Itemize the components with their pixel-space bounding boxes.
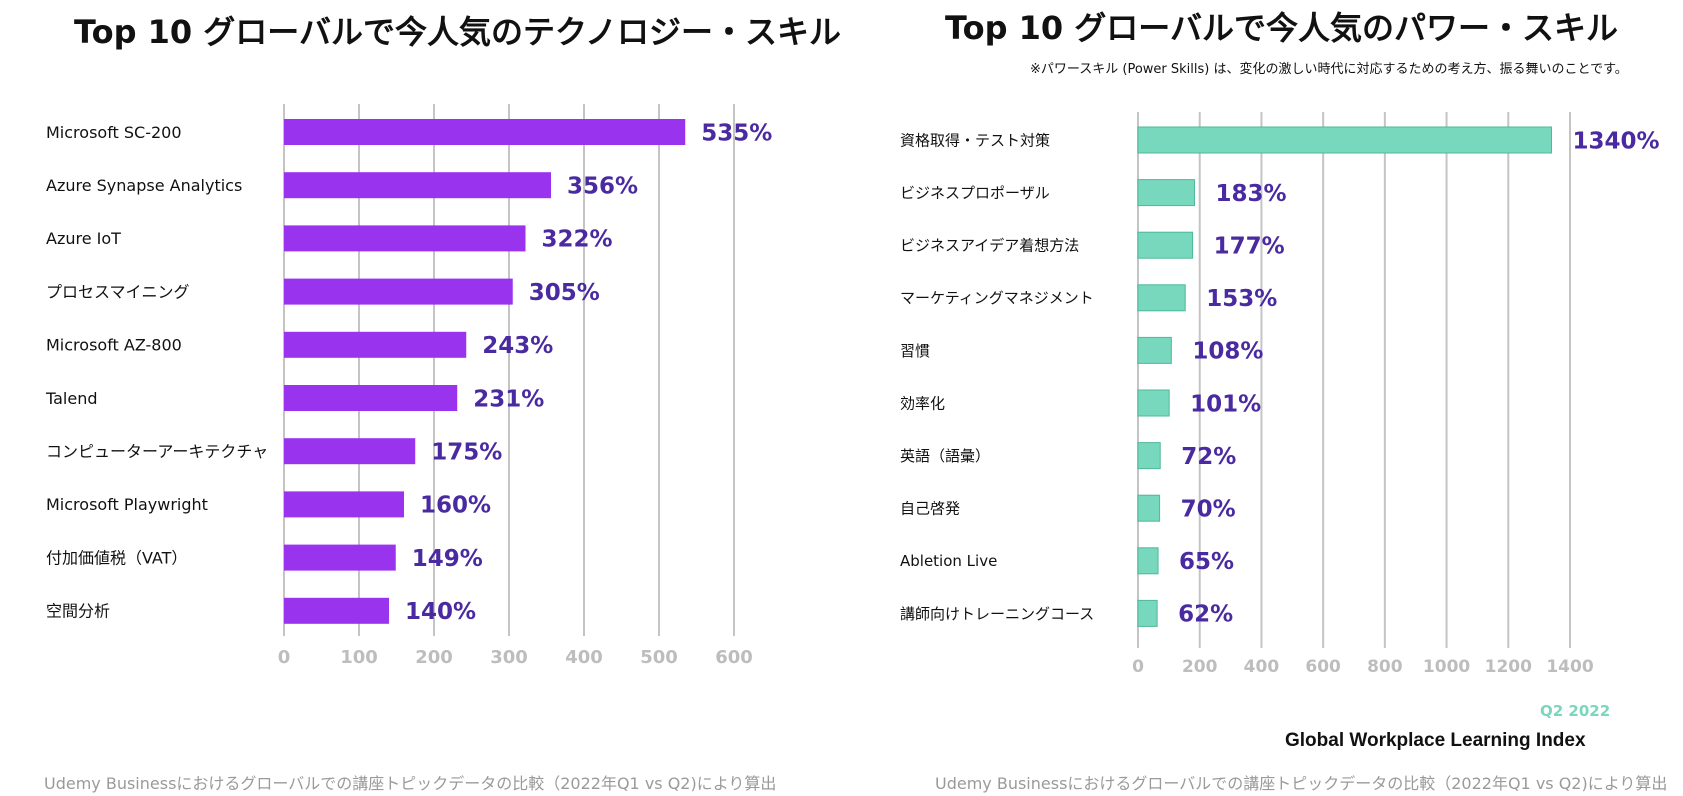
tech-bar (284, 278, 513, 305)
tech-category-label: Microsoft Playwright (46, 495, 208, 514)
period-label: Q2 2022 (1540, 702, 1611, 720)
power-value-label: 177% (1214, 233, 1285, 259)
tech-tick-label: 600 (715, 647, 753, 668)
tech-tick-label: 0 (278, 647, 291, 668)
tech-value-label: 175% (431, 439, 502, 465)
power-value-label: 70% (1181, 496, 1236, 522)
tech-bar (284, 225, 526, 252)
power-tick-label: 400 (1244, 657, 1280, 677)
power-category-label: 習慣 (900, 342, 930, 360)
power-value-label: 62% (1178, 602, 1233, 628)
power-bar (1137, 599, 1158, 627)
power-tick-label: 0 (1132, 657, 1144, 677)
tech-category-label: コンピューターアーキテクチャ (46, 442, 268, 461)
power-bar (1137, 126, 1552, 154)
tech-tick-label: 100 (340, 647, 378, 668)
tech-category-label: Azure IoT (46, 229, 121, 248)
tech-tick-label: 500 (640, 647, 678, 668)
tech-bar (284, 331, 467, 358)
power-category-label: マーケティングマネジメント (900, 289, 1094, 307)
tech-category-label: Azure Synapse Analytics (46, 176, 242, 195)
tech-value-label: 140% (405, 599, 476, 625)
power-tick-label: 600 (1305, 657, 1341, 677)
tech-tick-label: 400 (565, 647, 603, 668)
tech-skills-chart-title: Top 10 グローバルで今人気のテクノロジー・スキル (74, 13, 842, 51)
tech-category-label: Microsoft AZ-800 (46, 336, 182, 355)
tech-category-label: プロセスマイニング (46, 282, 190, 301)
tech-value-label: 160% (420, 493, 491, 519)
tech-value-label: 149% (412, 546, 483, 572)
tech-skills-bar-chart: 0 100 200 300 400 500 600 Microsoft SC-200 535% A… (45, 104, 772, 668)
power-value-label: 72% (1181, 444, 1236, 470)
tech-category-label: 空間分析 (46, 602, 110, 621)
power-bar (1137, 179, 1195, 207)
tech-value-label: 356% (567, 173, 638, 199)
brand-label: Global Workplace Learning Index (1285, 730, 1586, 751)
power-value-label: 101% (1190, 391, 1261, 417)
power-tick-label: 1200 (1485, 657, 1532, 677)
tech-category-label: Microsoft SC-200 (46, 123, 182, 142)
power-bar (1137, 547, 1159, 575)
power-bar (1137, 389, 1170, 417)
tech-bar (284, 491, 404, 518)
power-category-label: 自己啓発 (900, 500, 960, 518)
tech-category-label: Talend (45, 389, 98, 408)
power-tick-label: 1400 (1546, 657, 1593, 677)
power-skills-chart-title: Top 10 グローバルで今人気のパワー・スキル (945, 9, 1618, 47)
tech-value-label: 231% (473, 386, 544, 412)
power-tick-label: 800 (1367, 657, 1403, 677)
power-value-label: 1340% (1572, 128, 1659, 154)
tech-bar (284, 119, 686, 145)
tech-bar (284, 438, 416, 465)
power-value-label: 108% (1192, 339, 1263, 365)
tech-bar (284, 172, 551, 199)
tech-bar (284, 385, 458, 411)
tech-value-label: 305% (529, 280, 600, 306)
tech-bar (284, 597, 389, 624)
tech-tick-label: 200 (415, 647, 453, 668)
power-bar (1137, 442, 1161, 470)
power-tick-label: 1000 (1423, 657, 1470, 677)
tech-tick-label: 300 (490, 647, 528, 668)
power-value-label: 183% (1215, 181, 1286, 207)
power-category-label: 資格取得・テスト対策 (900, 131, 1050, 149)
power-category-label: 効率化 (900, 394, 945, 412)
power-bar (1137, 231, 1194, 259)
power-bar (1137, 336, 1172, 364)
tech-value-label: 322% (542, 227, 613, 253)
power-tick-label: 200 (1182, 657, 1218, 677)
power-bar (1137, 494, 1161, 522)
tech-category-label: 付加価値税（VAT） (46, 548, 187, 567)
tech-value-label: 243% (482, 333, 553, 359)
power-value-label: 153% (1206, 286, 1277, 312)
power-skills-note: ※パワースキル (Power Skills) は、変化の激しい時代に対応するため… (1030, 62, 1628, 77)
power-skills-bar-chart: 0 200 400 600 800 1000 1200 1400 資格取得・テスト対策 1340%… (900, 112, 1660, 677)
power-category-label: 講師向けトレーニングコース (900, 605, 1094, 623)
power-category-label: ビジネスプロポーザル (900, 184, 1050, 202)
tech-skills-source-footer: Udemy Businessにおけるグローバルでの講座トピックデータの比較（20… (44, 774, 777, 793)
power-value-label: 65% (1179, 549, 1234, 575)
power-bar (1137, 284, 1186, 312)
power-skills-source-footer: Udemy Businessにおけるグローバルでの講座トピックデータの比較（20… (935, 774, 1668, 793)
tech-bar (284, 544, 396, 571)
power-category-label: 英語（語彙） (900, 447, 990, 465)
power-category-label: ビジネスアイデア着想方法 (900, 237, 1079, 255)
tech-value-label: 535% (701, 120, 772, 146)
power-category-label: Abletion Live (900, 552, 997, 570)
